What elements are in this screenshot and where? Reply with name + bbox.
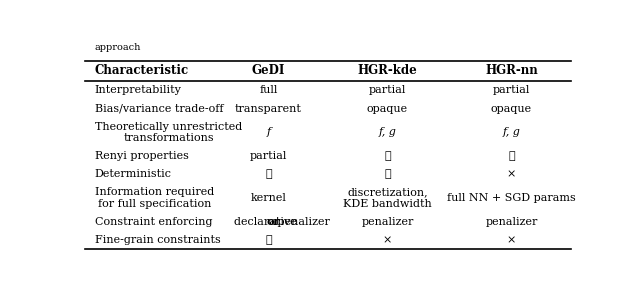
Text: full: full — [259, 85, 278, 95]
Text: transparent: transparent — [235, 104, 302, 114]
Text: penalizer: penalizer — [485, 217, 538, 227]
Text: ✓: ✓ — [508, 151, 515, 161]
Text: Constraint enforcing: Constraint enforcing — [95, 217, 212, 227]
Text: or: or — [266, 216, 280, 227]
Text: ✓: ✓ — [265, 169, 272, 179]
Text: ×: × — [507, 169, 516, 179]
Text: Interpretability: Interpretability — [95, 85, 182, 95]
Text: opaque: opaque — [367, 104, 408, 114]
Text: penalizer: penalizer — [362, 217, 413, 227]
Text: ✓: ✓ — [265, 235, 272, 245]
Text: f, g: f, g — [502, 127, 520, 137]
Text: Fine-grain constraints: Fine-grain constraints — [95, 235, 221, 245]
Text: f: f — [266, 127, 271, 137]
Text: HGR-nn: HGR-nn — [485, 64, 538, 77]
Text: Deterministic: Deterministic — [95, 169, 172, 179]
Text: Theoretically unrestricted
transformations: Theoretically unrestricted transformatio… — [95, 121, 242, 143]
Text: partial: partial — [369, 85, 406, 95]
Text: HGR-kde: HGR-kde — [358, 64, 417, 77]
Text: ✓: ✓ — [384, 151, 391, 161]
Text: discretization,
KDE bandwidth: discretization, KDE bandwidth — [343, 187, 432, 209]
Text: ×: × — [507, 235, 516, 245]
Text: partial: partial — [250, 151, 287, 161]
Text: f, g: f, g — [379, 127, 396, 137]
Text: Bias/variance trade-off: Bias/variance trade-off — [95, 104, 223, 114]
Text: kernel: kernel — [250, 193, 287, 203]
Text: GeDI: GeDI — [252, 64, 285, 77]
Text: Information required
for full specification: Information required for full specificat… — [95, 187, 214, 209]
Text: ✓: ✓ — [384, 169, 391, 179]
Text: declarative: declarative — [234, 217, 300, 227]
Text: penalizer: penalizer — [275, 217, 330, 227]
Text: opaque: opaque — [491, 104, 532, 114]
Text: Characteristic: Characteristic — [95, 64, 189, 77]
Text: approach: approach — [95, 43, 141, 52]
Text: partial: partial — [493, 85, 530, 95]
Text: Renyi properties: Renyi properties — [95, 151, 189, 161]
Text: full NN + SGD params: full NN + SGD params — [447, 193, 576, 203]
Text: ×: × — [383, 235, 392, 245]
